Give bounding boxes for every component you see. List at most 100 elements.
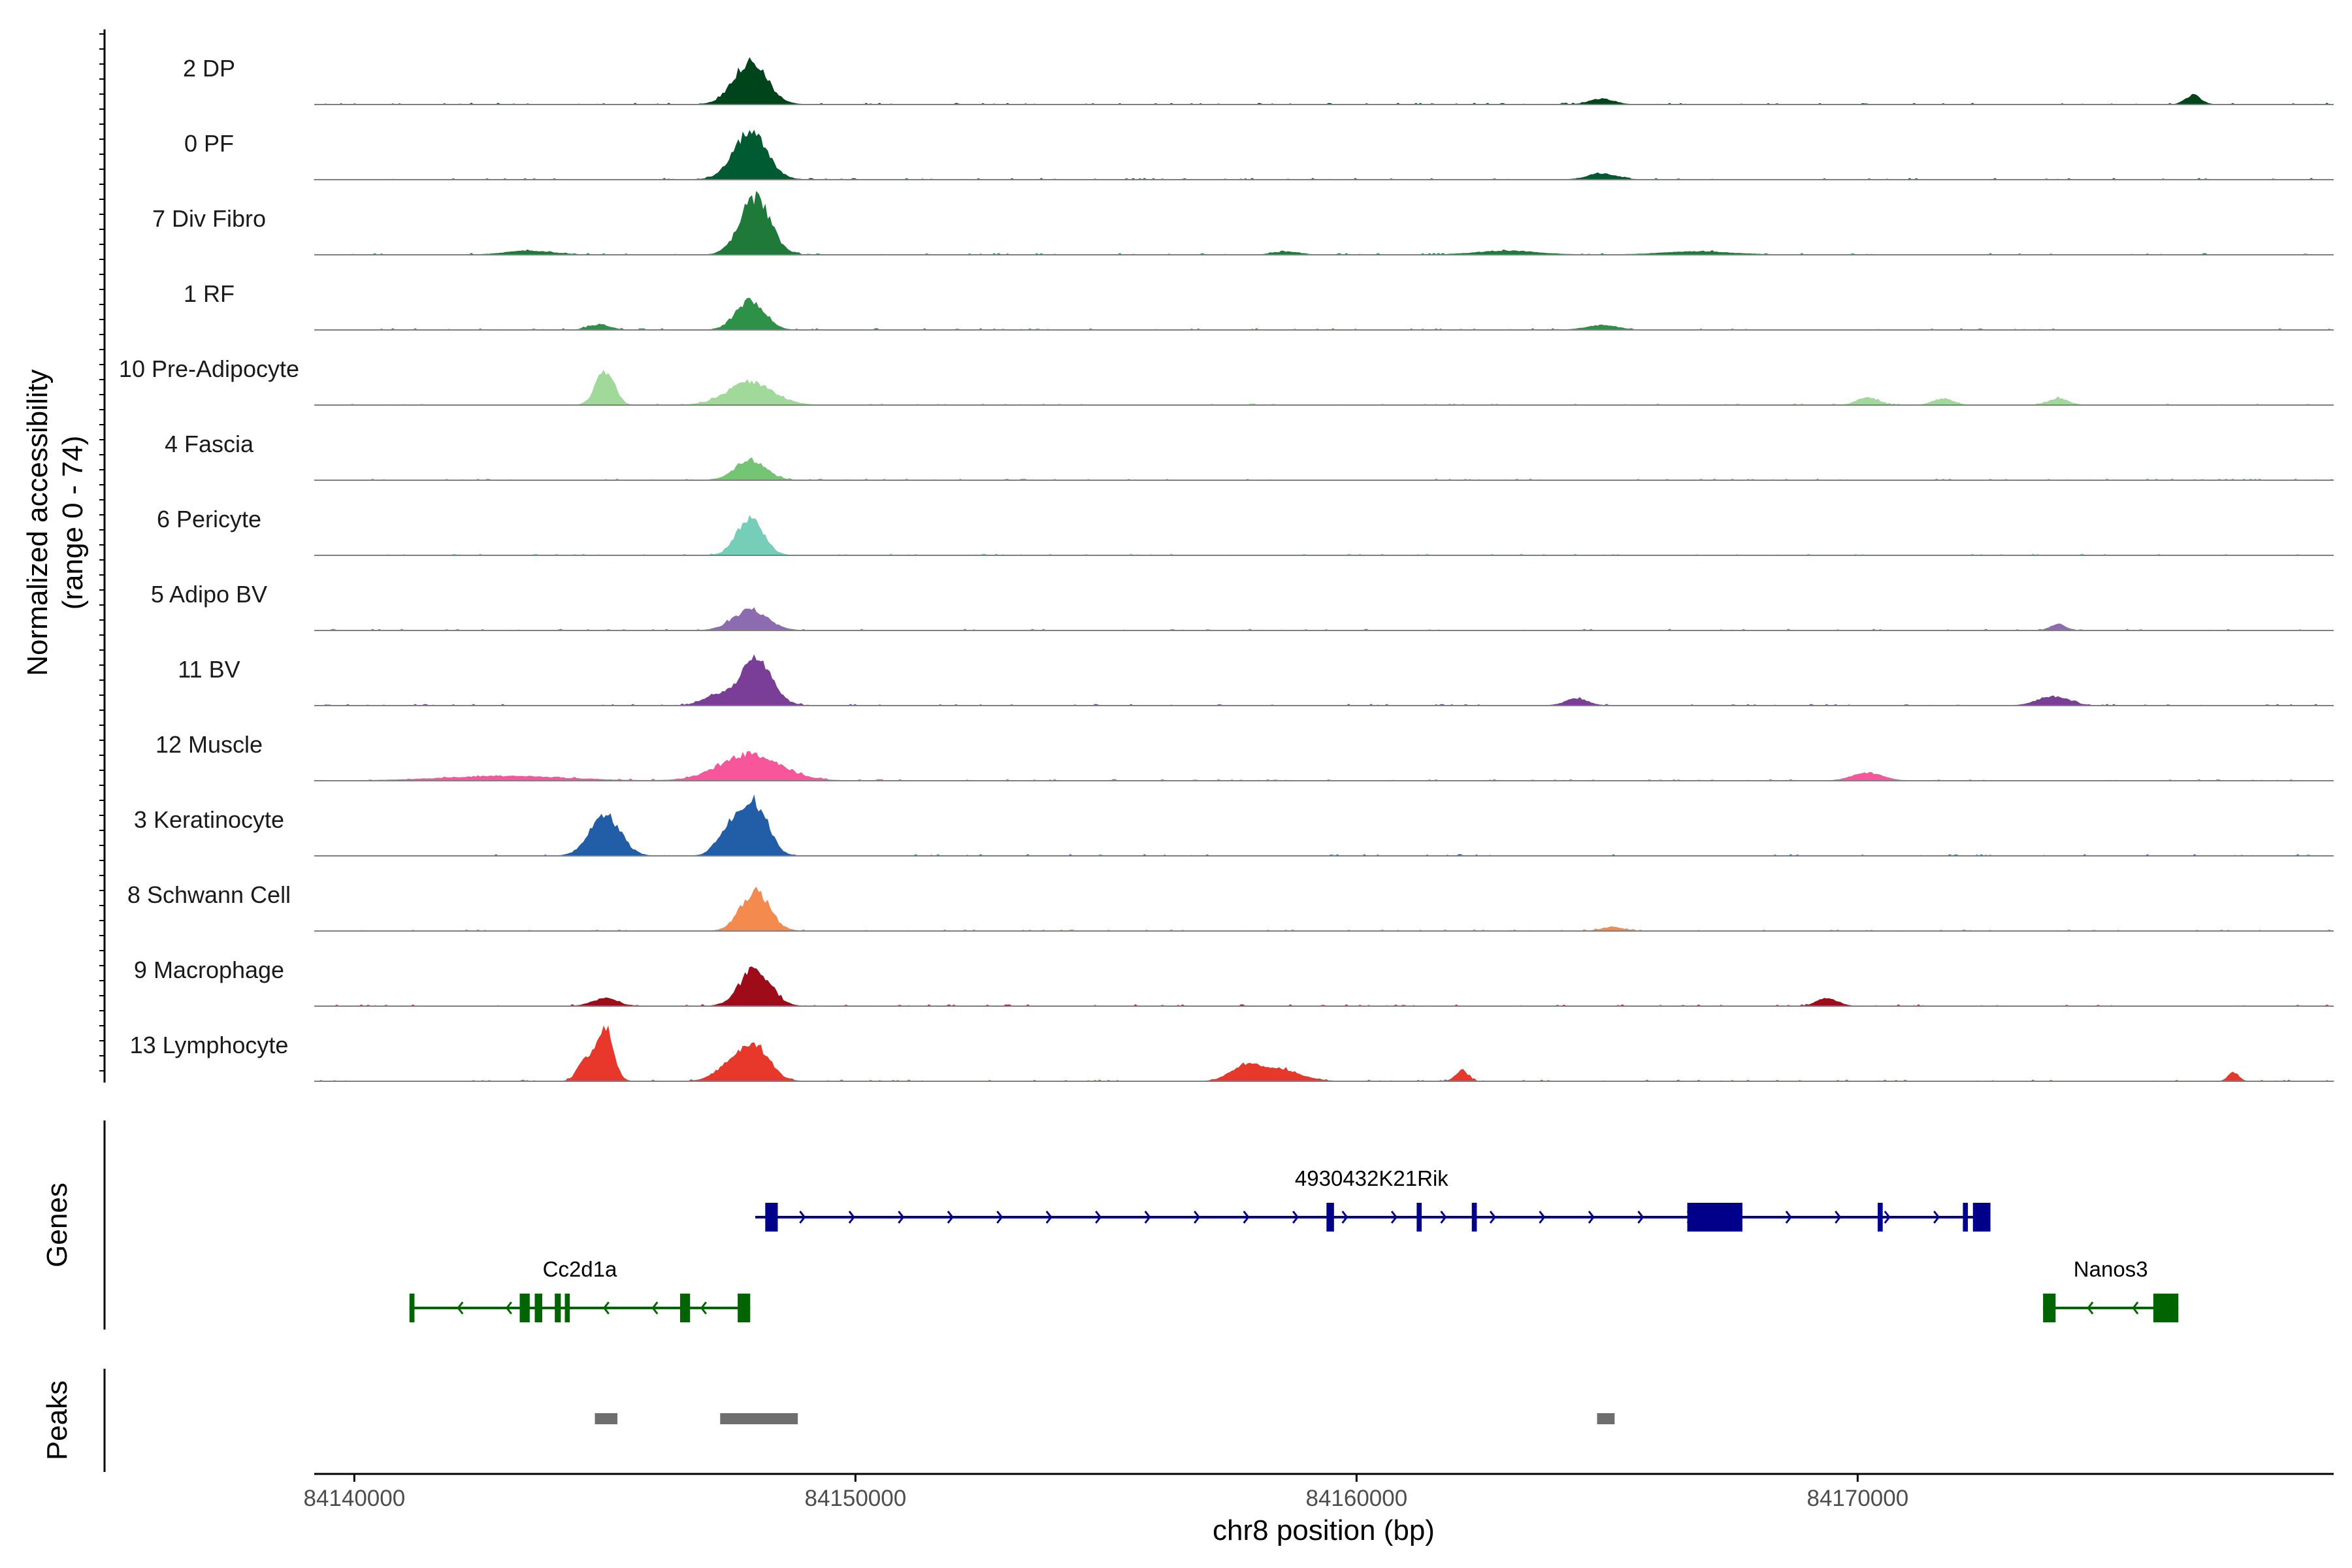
gene-strand-arrow	[848, 1211, 855, 1224]
gene-strand-arrow	[1489, 1211, 1496, 1224]
gene-models: 4930432K21Rik Cc2d1a Nanos3	[409, 1166, 2179, 1322]
peaks-panel-title: Peaks	[41, 1380, 73, 1460]
track-signal-area	[314, 370, 2334, 406]
gene-exon	[738, 1294, 751, 1322]
track-9-macrophage: 9 Macrophage	[134, 956, 2334, 1007]
track-label: 10 Pre-Adipocyte	[119, 355, 299, 382]
track-label: 3 Keratinocyte	[134, 806, 284, 833]
track-label: 8 Schwann Cell	[127, 881, 291, 908]
track-0-pf: 0 PF	[184, 129, 2334, 180]
track-11-bv: 11 BV	[178, 654, 2334, 706]
gene-exon	[2043, 1294, 2056, 1322]
peak-region-bar	[595, 1413, 618, 1424]
gene-exon	[1471, 1203, 1477, 1232]
x-tick-label: 84170000	[1806, 1486, 1908, 1511]
track-label: 13 Lymphocyte	[130, 1032, 289, 1058]
track-1-rf: 1 RF	[184, 280, 2334, 331]
peak-regions	[595, 1413, 1615, 1424]
track-signal-area	[314, 607, 2334, 631]
track-signal-area	[314, 515, 2334, 556]
gene-exon	[519, 1294, 530, 1322]
gene-exon	[534, 1294, 542, 1322]
gene-strand-arrow	[1194, 1211, 1201, 1224]
gene-exon	[409, 1294, 415, 1322]
track-label: 2 DP	[183, 55, 235, 82]
track-label: 6 Pericyte	[157, 506, 261, 532]
gene-strand-arrow	[1045, 1211, 1053, 1224]
gene-strand-arrow	[1095, 1211, 1102, 1224]
gene-exon	[1416, 1203, 1422, 1232]
track-12-muscle: 12 Muscle	[155, 731, 2334, 781]
track-4-fascia: 4 Fascia	[165, 431, 2334, 481]
track-signal-area	[314, 1025, 2334, 1082]
track-label: 4 Fascia	[165, 431, 254, 457]
track-signal-area	[314, 129, 2334, 180]
gene-exon	[1972, 1203, 1991, 1232]
track-signal-area	[314, 191, 2334, 255]
track-13-lymphocyte: 13 Lymphocyte	[130, 1025, 2334, 1082]
gene-strand-arrow	[1637, 1211, 1644, 1224]
genes-panel-title: Genes	[41, 1183, 73, 1267]
gene-strand-arrow	[2132, 1301, 2139, 1315]
gene-label: Cc2d1a	[543, 1257, 617, 1281]
x-tick-label: 84140000	[303, 1486, 405, 1511]
track-signal-area	[314, 457, 2334, 481]
gene-nanos3: Nanos3	[2043, 1257, 2179, 1322]
track-signal-area	[314, 654, 2334, 706]
gene-strand-arrow	[700, 1301, 707, 1315]
track-label: 5 Adipo BV	[151, 581, 267, 608]
track-label: 9 Macrophage	[134, 956, 284, 983]
gene-label: 4930432K21Rik	[1295, 1166, 1448, 1190]
track-2-dp: 2 DP	[183, 55, 2334, 105]
gene-strand-arrow	[1440, 1211, 1447, 1224]
gene-exon	[1326, 1203, 1334, 1232]
gene-strand-arrow	[1588, 1211, 1595, 1224]
track-label: 1 RF	[184, 280, 235, 307]
peak-region-bar	[1597, 1413, 1615, 1424]
track-signal-area	[314, 887, 2334, 932]
track-signal-area	[314, 57, 2334, 105]
track-label: 12 Muscle	[155, 731, 263, 758]
gene-strand-arrow	[1835, 1211, 1842, 1224]
track-signal-area	[314, 966, 2334, 1007]
gene-strand-arrow	[1390, 1211, 1398, 1224]
track-3-keratinocyte: 3 Keratinocyte	[134, 794, 2334, 857]
y-axis-label: Normalized accessibility	[22, 369, 54, 676]
x-tick-label: 84150000	[804, 1486, 906, 1511]
gene-exon	[564, 1294, 570, 1322]
gene-strand-arrow	[799, 1211, 806, 1224]
gene-strand-arrow	[602, 1301, 610, 1315]
y-axis-ticks	[99, 33, 105, 1071]
gene-cc2d1a: Cc2d1a	[409, 1257, 751, 1322]
x-tick-label: 84160000	[1305, 1486, 1407, 1511]
track-signal-area	[314, 297, 2334, 331]
gene-strand-arrow	[996, 1211, 1004, 1224]
gene-4930432k21rik: 4930432K21Rik	[755, 1166, 1991, 1232]
gene-strand-arrow	[2087, 1301, 2094, 1315]
gene-strand-arrow	[505, 1301, 512, 1315]
track-label: 11 BV	[178, 656, 240, 683]
gene-exon	[555, 1294, 561, 1322]
track-10-pre-adipocyte: 10 Pre-Adipocyte	[119, 355, 2334, 406]
track-signal-area	[314, 794, 2334, 857]
track-8-schwann-cell: 8 Schwann Cell	[127, 881, 2334, 932]
gene-strand-arrow	[1341, 1211, 1348, 1224]
track-label: 0 PF	[184, 130, 234, 157]
gene-strand-arrow	[1144, 1211, 1151, 1224]
gene-exon	[1687, 1203, 1742, 1232]
track-label: 7 Div Fibro	[152, 205, 266, 232]
y-axis-range-label: (range 0 - 74)	[57, 436, 89, 610]
track-signal-area	[314, 751, 2334, 781]
gene-strand-arrow	[457, 1301, 464, 1315]
gene-exon	[765, 1203, 778, 1232]
gene-exon	[1878, 1203, 1883, 1232]
track-7-div-fibro: 7 Div Fibro	[152, 191, 2334, 255]
gene-strand-arrow	[1539, 1211, 1546, 1224]
gene-strand-arrow	[651, 1301, 659, 1315]
gene-strand-arrow	[898, 1211, 905, 1224]
gene-strand-arrow	[1292, 1211, 1299, 1224]
gene-exon	[2153, 1294, 2179, 1322]
gene-strand-arrow	[1884, 1211, 1891, 1224]
x-axis-title: chr8 position (bp)	[1213, 1514, 1435, 1546]
